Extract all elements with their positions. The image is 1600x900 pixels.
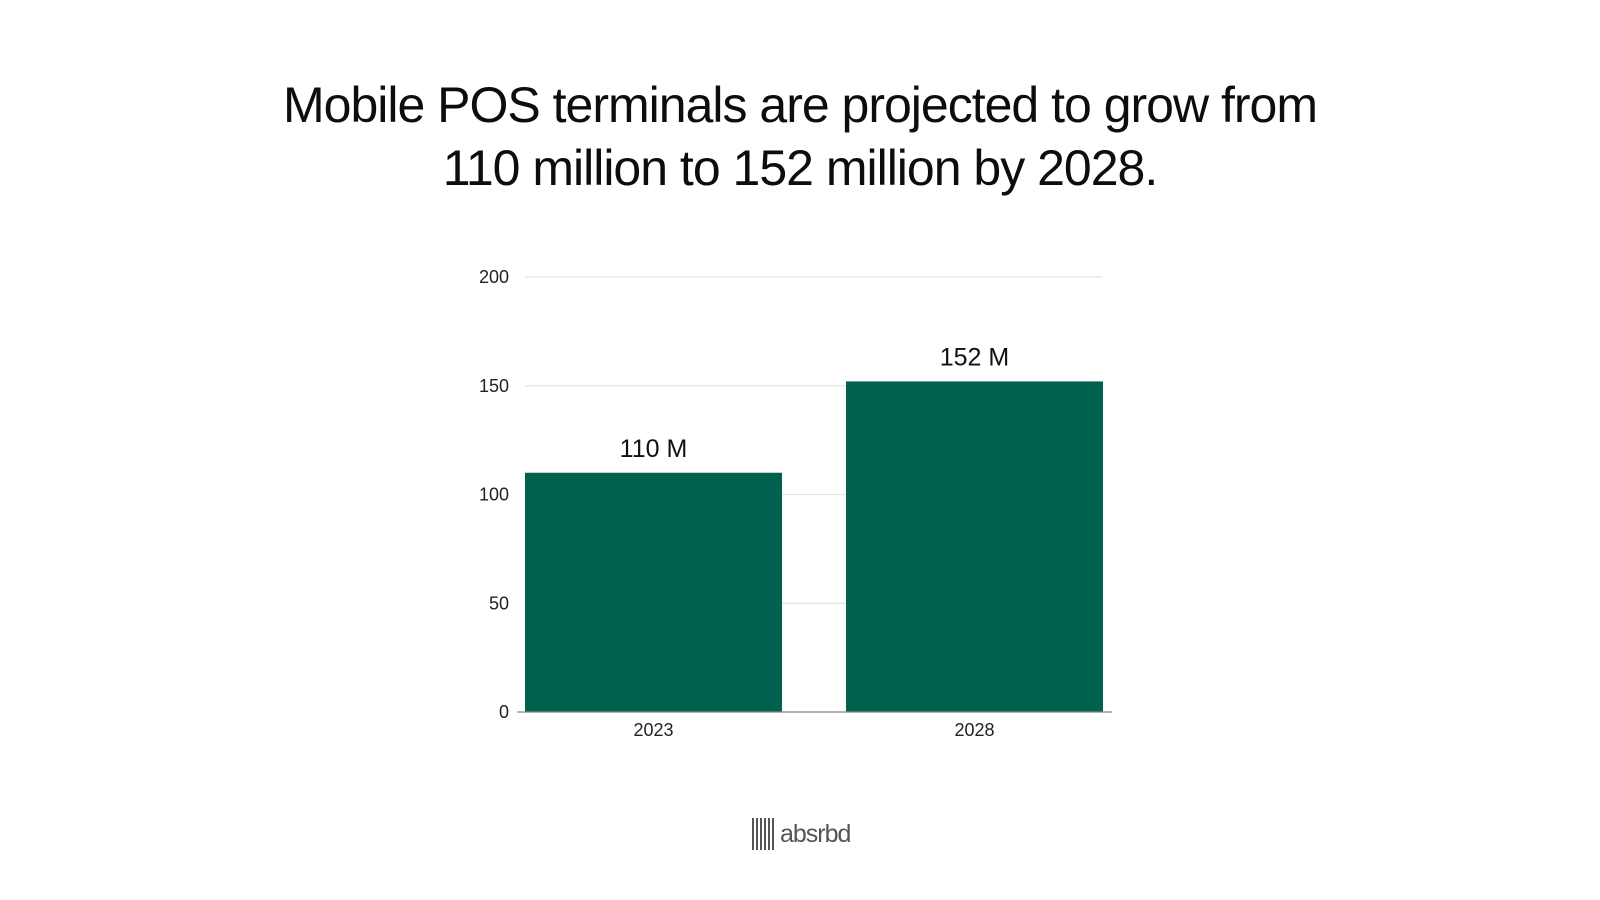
- data-label: 152 M: [940, 343, 1009, 371]
- bar: [846, 381, 1103, 712]
- x-tick-label: 2023: [633, 720, 673, 740]
- y-tick-label: 50: [489, 593, 509, 613]
- y-tick-label: 0: [499, 702, 509, 722]
- brand-logo-text: absrbd: [780, 819, 851, 848]
- brand-logo: absrbd: [752, 818, 851, 850]
- data-label: 110 M: [620, 435, 688, 463]
- x-tick-label: 2028: [954, 720, 994, 740]
- chart-title: Mobile POS terminals are projected to gr…: [0, 74, 1600, 200]
- bar: [525, 472, 782, 712]
- chart-title-line-2: 110 million to 152 million by 2028.: [442, 140, 1159, 196]
- y-tick-label: 150: [479, 376, 509, 396]
- barcode-icon: [752, 818, 776, 850]
- y-tick-label: 100: [479, 485, 509, 505]
- chart-title-line-1: Mobile POS terminals are projected to gr…: [283, 77, 1318, 133]
- y-tick-label: 200: [479, 267, 509, 287]
